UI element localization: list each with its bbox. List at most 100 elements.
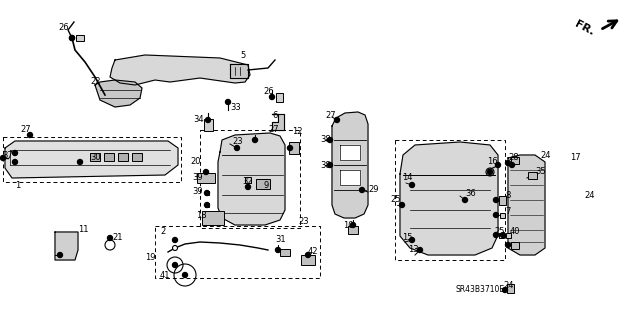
Circle shape [506, 160, 511, 166]
Circle shape [13, 151, 17, 155]
Bar [511, 157, 519, 164]
Circle shape [493, 197, 499, 203]
Text: 26: 26 [58, 24, 68, 33]
Bar [104, 153, 114, 161]
Text: 40: 40 [510, 227, 520, 236]
Text: 2: 2 [160, 227, 165, 236]
Text: 13: 13 [408, 246, 419, 255]
Circle shape [204, 169, 209, 174]
Polygon shape [218, 133, 285, 225]
Bar [205, 191, 209, 195]
Text: 31: 31 [275, 235, 285, 244]
Polygon shape [5, 141, 178, 178]
Circle shape [328, 162, 333, 167]
Circle shape [13, 160, 17, 165]
Text: 6: 6 [272, 110, 277, 120]
Bar [301, 255, 315, 265]
Text: 11: 11 [78, 226, 88, 234]
Circle shape [417, 248, 422, 253]
Text: 23: 23 [232, 137, 243, 146]
Circle shape [463, 197, 467, 203]
Polygon shape [508, 155, 545, 255]
Circle shape [399, 203, 404, 207]
Circle shape [28, 132, 33, 137]
Circle shape [410, 238, 415, 242]
Text: 23: 23 [298, 218, 308, 226]
Text: 14: 14 [402, 174, 413, 182]
Polygon shape [230, 64, 248, 78]
Text: 27: 27 [325, 110, 335, 120]
Text: 37: 37 [2, 151, 13, 160]
Circle shape [253, 137, 257, 143]
Text: 41: 41 [160, 271, 170, 279]
Bar [348, 226, 358, 234]
Circle shape [173, 263, 177, 268]
Circle shape [495, 162, 500, 167]
Circle shape [305, 253, 310, 257]
Text: 16: 16 [487, 158, 498, 167]
Text: 17: 17 [570, 153, 580, 162]
Text: 34: 34 [193, 115, 204, 124]
Circle shape [269, 94, 275, 100]
Text: 21: 21 [112, 233, 122, 241]
Circle shape [410, 182, 415, 188]
Text: 38: 38 [320, 160, 331, 169]
Polygon shape [55, 232, 78, 260]
Bar [511, 241, 519, 249]
Bar [499, 212, 504, 218]
Text: 39: 39 [192, 188, 203, 197]
Text: 25: 25 [494, 227, 504, 236]
Text: 7: 7 [505, 207, 510, 217]
Text: 36: 36 [465, 189, 476, 197]
Polygon shape [340, 145, 360, 160]
Text: FR.: FR. [573, 19, 596, 37]
Text: 28: 28 [508, 153, 518, 162]
Bar [132, 153, 142, 161]
Circle shape [58, 253, 63, 257]
Bar [204, 119, 212, 131]
Text: 27: 27 [268, 125, 278, 135]
Bar [90, 153, 100, 161]
Circle shape [287, 145, 292, 151]
Text: 10: 10 [343, 220, 353, 229]
Polygon shape [340, 170, 360, 185]
Text: 27: 27 [20, 125, 31, 135]
Bar [527, 172, 536, 179]
Bar [245, 177, 251, 183]
Circle shape [77, 160, 83, 165]
Text: 29: 29 [368, 186, 378, 195]
Bar [256, 179, 270, 189]
Circle shape [275, 248, 280, 253]
Bar [197, 173, 215, 183]
Text: 12: 12 [292, 128, 303, 137]
Circle shape [500, 233, 506, 238]
Circle shape [182, 272, 188, 278]
Circle shape [502, 287, 508, 293]
Bar [506, 233, 511, 238]
Text: 22: 22 [90, 78, 100, 86]
Text: 18: 18 [196, 211, 207, 219]
Polygon shape [272, 114, 284, 130]
Text: 15: 15 [402, 234, 413, 242]
Text: 26: 26 [263, 87, 274, 97]
Text: 24: 24 [584, 190, 595, 199]
Text: 42: 42 [308, 248, 319, 256]
Circle shape [225, 100, 230, 105]
Circle shape [173, 246, 177, 250]
Circle shape [493, 233, 499, 238]
Circle shape [173, 238, 177, 242]
Circle shape [360, 188, 365, 192]
Circle shape [205, 117, 211, 122]
Text: 25: 25 [390, 196, 401, 204]
Text: 30: 30 [90, 152, 100, 161]
Polygon shape [400, 142, 498, 255]
Polygon shape [95, 80, 142, 107]
Text: 38: 38 [320, 136, 331, 145]
Bar [205, 203, 209, 207]
Circle shape [70, 35, 74, 41]
Circle shape [493, 212, 499, 218]
Bar [76, 35, 84, 41]
Circle shape [234, 145, 239, 151]
Bar [118, 153, 128, 161]
Circle shape [509, 162, 515, 167]
